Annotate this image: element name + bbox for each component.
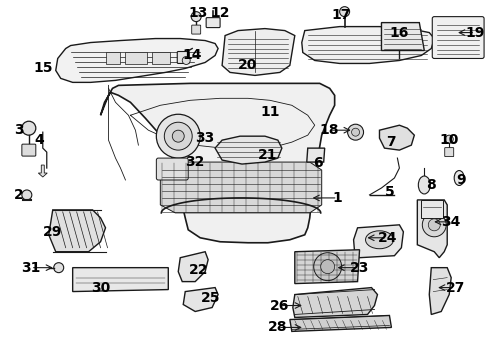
Polygon shape (73, 268, 168, 292)
Polygon shape (56, 39, 218, 82)
FancyBboxPatch shape (177, 51, 189, 63)
Polygon shape (178, 252, 208, 282)
Polygon shape (381, 23, 424, 50)
Text: 28: 28 (267, 320, 287, 334)
Text: 33: 33 (195, 131, 214, 145)
Polygon shape (428, 268, 450, 315)
Polygon shape (306, 148, 324, 162)
Polygon shape (101, 84, 334, 243)
Polygon shape (183, 288, 218, 311)
Circle shape (54, 263, 63, 273)
Text: 23: 23 (349, 261, 368, 275)
Text: 8: 8 (426, 178, 435, 192)
Circle shape (156, 114, 200, 158)
Polygon shape (353, 225, 403, 258)
Circle shape (172, 130, 184, 142)
Circle shape (191, 12, 201, 22)
Ellipse shape (453, 171, 463, 185)
Text: 31: 31 (21, 261, 41, 275)
FancyArrow shape (38, 165, 47, 177)
Circle shape (444, 135, 452, 143)
Text: 20: 20 (238, 58, 257, 72)
Text: 3: 3 (14, 123, 23, 137)
Text: 6: 6 (312, 156, 322, 170)
Text: 11: 11 (260, 105, 279, 119)
FancyBboxPatch shape (191, 25, 200, 34)
Text: 25: 25 (200, 291, 220, 305)
FancyBboxPatch shape (206, 18, 220, 28)
Text: 5: 5 (384, 185, 393, 199)
Text: 29: 29 (43, 225, 62, 239)
Polygon shape (292, 288, 377, 318)
Circle shape (293, 196, 301, 204)
FancyBboxPatch shape (156, 158, 188, 180)
Text: 9: 9 (455, 173, 465, 187)
Bar (152, 53, 170, 64)
Polygon shape (215, 136, 281, 164)
Text: 21: 21 (258, 148, 277, 162)
Text: 4: 4 (34, 133, 43, 147)
Text: 16: 16 (389, 26, 408, 40)
Text: 32: 32 (185, 155, 204, 169)
Circle shape (206, 196, 214, 204)
Polygon shape (379, 125, 413, 150)
Text: 1: 1 (332, 191, 342, 205)
Circle shape (422, 213, 446, 237)
Text: 30: 30 (91, 280, 110, 294)
Text: 19: 19 (465, 26, 484, 40)
Circle shape (182, 57, 190, 64)
Circle shape (351, 128, 359, 136)
FancyBboxPatch shape (431, 17, 483, 58)
Text: 12: 12 (210, 6, 229, 20)
Polygon shape (289, 315, 390, 332)
Polygon shape (301, 27, 433, 63)
Bar (125, 53, 147, 64)
Text: 22: 22 (188, 263, 207, 276)
Bar (105, 53, 120, 64)
Circle shape (22, 190, 32, 200)
Text: 7: 7 (386, 135, 395, 149)
Circle shape (164, 122, 192, 150)
Polygon shape (294, 250, 359, 284)
Circle shape (22, 121, 36, 135)
Text: 17: 17 (331, 8, 350, 22)
Circle shape (347, 124, 363, 140)
Text: 14: 14 (182, 49, 202, 63)
FancyBboxPatch shape (22, 144, 36, 156)
Text: 34: 34 (441, 215, 460, 229)
Circle shape (313, 253, 341, 280)
Ellipse shape (417, 176, 429, 194)
Polygon shape (160, 162, 321, 213)
Ellipse shape (365, 231, 393, 249)
Bar (421, 200, 442, 218)
FancyBboxPatch shape (444, 148, 453, 157)
Polygon shape (416, 200, 447, 258)
Text: 18: 18 (319, 123, 339, 137)
Text: 10: 10 (439, 133, 458, 147)
Text: 26: 26 (270, 298, 289, 312)
Circle shape (320, 260, 334, 274)
Text: 27: 27 (445, 280, 464, 294)
Text: 2: 2 (14, 188, 24, 202)
Circle shape (427, 219, 439, 231)
Polygon shape (222, 28, 294, 75)
Text: 24: 24 (377, 231, 396, 245)
Circle shape (339, 7, 349, 17)
Text: 13: 13 (188, 6, 207, 20)
Text: 15: 15 (33, 62, 52, 76)
Polygon shape (49, 210, 105, 252)
